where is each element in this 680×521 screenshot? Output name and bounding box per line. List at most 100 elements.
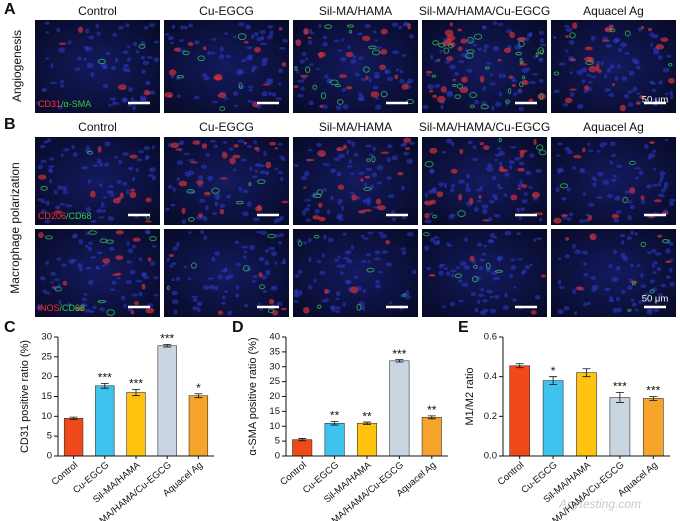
nucleus [97,216,105,219]
nucleus [581,78,586,84]
red-signal [217,92,227,99]
red-signal [295,39,302,47]
red-signal [243,40,249,44]
red-signal [293,85,299,89]
stain-label: CD31/α-SMA [38,99,91,109]
y-tick-label: 20 [269,391,280,402]
nucleus [258,256,265,262]
nucleus [135,50,140,54]
y-tick-label: 0 [47,451,52,462]
nucleus [108,184,114,188]
red-signal [437,59,441,62]
nucleus [670,258,674,262]
red-signal [376,205,386,211]
nucleus [511,79,518,83]
nucleus [346,164,353,168]
nucleus [573,311,578,316]
nucleus [668,241,674,246]
nucleus [244,303,249,308]
nucleus [482,26,486,30]
nucleus [319,270,326,275]
red-signal [147,257,152,262]
nucleus [501,74,507,78]
green-signal [320,92,327,100]
nucleus [254,31,259,37]
green-signal [485,262,491,269]
nucleus [342,256,350,260]
nucleus [342,301,346,307]
error-bar [515,363,524,369]
nucleus [424,192,428,198]
nucleus [83,292,88,297]
nucleus [131,176,136,182]
nucleus [668,201,675,207]
nucleus [61,263,67,267]
nucleus [350,172,355,176]
nucleus [482,208,488,215]
green-signal [519,58,523,65]
nucleus [532,73,539,76]
micrograph-bg [293,229,418,317]
nucleus [400,247,407,251]
green-signal [88,230,97,235]
bar [292,439,313,457]
nucleus [107,216,115,222]
green-signal [237,33,247,41]
nucleus [127,45,131,49]
nucleus [42,289,48,293]
micrograph [293,137,418,225]
nucleus [446,90,453,95]
error-bar [163,344,172,348]
nucleus [297,269,303,274]
nucleus [609,160,613,165]
green-signal [99,238,108,244]
nucleus [48,178,53,184]
nucleus [474,99,480,105]
nucleus [652,183,658,187]
nucleus [581,67,588,73]
nucleus [427,84,435,90]
nucleus [495,101,502,107]
red-signal [232,154,241,159]
red-signal [178,180,188,187]
nucleus [454,71,459,76]
nucleus [235,262,242,267]
nucleus [494,294,500,299]
nucleus [226,54,232,58]
nucleus [569,91,575,97]
nucleus [669,282,675,287]
red-signal [582,147,586,153]
nucleus [474,307,479,313]
nucleus [243,250,247,254]
red-signal [102,258,111,264]
nucleus [456,266,461,270]
nucleus [176,94,181,98]
nucleus [335,297,340,301]
red-signal [89,190,96,198]
red-signal [141,285,146,290]
nucleus [275,218,282,223]
nucleus [374,257,381,261]
green-signal [640,241,647,248]
green-signal [507,88,512,94]
nucleus [424,245,430,251]
green-signal [336,98,344,105]
nucleus [666,54,672,58]
significance: *** [613,380,627,394]
nucleus [494,158,498,162]
nucleus [277,68,284,74]
nucleus [466,68,473,73]
nucleus [385,262,393,267]
nucleus [466,182,470,188]
nucleus [566,150,573,155]
nucleus [337,153,345,159]
significance: *** [98,371,112,385]
nucleus [629,205,636,210]
nucleus [665,248,671,254]
nucleus [171,290,178,296]
nucleus [256,36,263,42]
y-tick-label: 10 [269,421,280,432]
nucleus [171,262,177,266]
nucleus [99,162,104,167]
nucleus [274,261,278,265]
